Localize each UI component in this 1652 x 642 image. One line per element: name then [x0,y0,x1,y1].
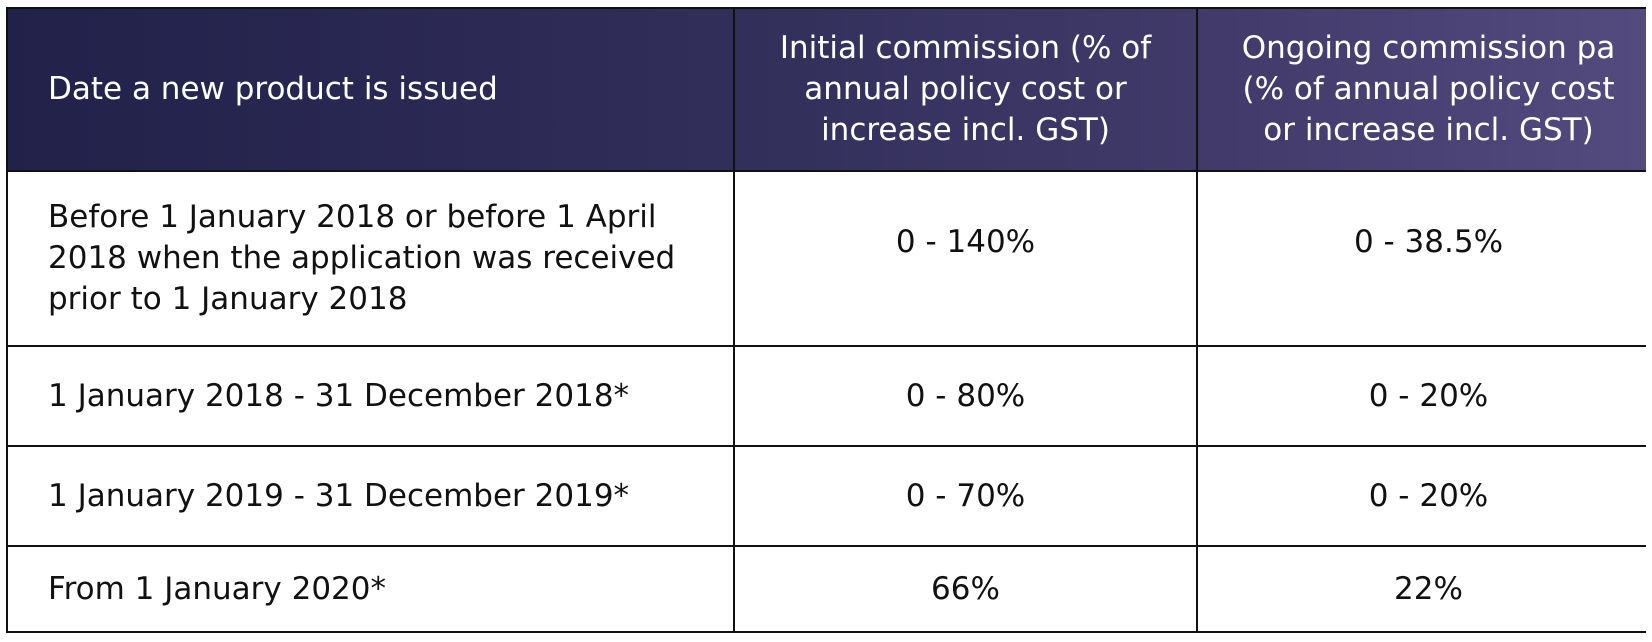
row-date-cell: 1 January 2019 - 31 December 2019* [8,446,735,547]
header-initial-commission: Initial commission (% of annual policy c… [734,9,1198,172]
table-header: Date a new product is issued Initial com… [8,9,1646,172]
row-initial-cell: 0 - 80% [734,346,1198,447]
row-ongoing-cell: 22% [1197,546,1646,631]
row-initial-cell: 0 - 70% [734,446,1198,547]
table-row: 1 January 2019 - 31 December 2019* 0 - 7… [8,446,1646,547]
row-ongoing-cell: 0 - 20% [1197,346,1646,447]
commission-table-wrapper: Date a new product is issued Initial com… [6,7,1646,633]
table-row: 1 January 2018 - 31 December 2018* 0 - 8… [8,346,1646,447]
row-ongoing-cell: 0 - 20% [1197,446,1646,547]
table-row: From 1 January 2020* 66% 22% [8,546,1646,631]
header-date-issued: Date a new product is issued [8,9,735,172]
header-ongoing-line-3: or increase incl. GST) [1263,112,1594,148]
row-date-cell: Before 1 January 2018 or before 1 April … [8,171,735,347]
header-ongoing-line-2: (% of annual policy cost [1242,71,1615,107]
commission-table: Date a new product is issued Initial com… [8,9,1646,631]
row-ongoing-cell: 0 - 38.5% [1197,171,1646,347]
row-date-cell: From 1 January 2020* [8,546,735,631]
row-date-cell: 1 January 2018 - 31 December 2018* [8,346,735,447]
header-ongoing-commission: Ongoing commission pa (% of annual polic… [1197,9,1646,172]
header-initial-line-3: increase incl. GST) [821,112,1110,148]
header-ongoing-line-1: Ongoing commission pa [1241,30,1616,66]
header-date-issued-line: Date a new product is issued [48,71,498,107]
row-initial-cell: 66% [734,546,1198,631]
table-body: Before 1 January 2018 or before 1 April … [8,171,1646,631]
row-initial-cell: 0 - 140% [734,171,1198,347]
table-row: Before 1 January 2018 or before 1 April … [8,171,1646,347]
header-initial-line-1: Initial commission (% of [779,30,1152,66]
header-row: Date a new product is issued Initial com… [8,9,1646,172]
header-initial-line-2: annual policy cost or [804,71,1127,107]
